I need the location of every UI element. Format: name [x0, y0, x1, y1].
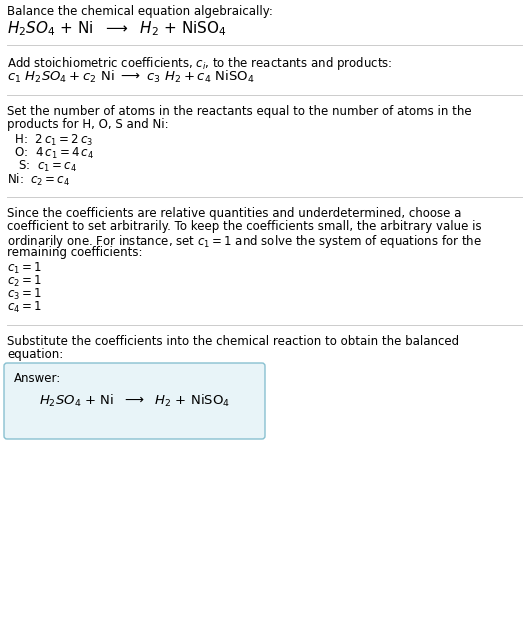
Text: Answer:: Answer:	[14, 372, 61, 385]
Text: $H_2SO_4$ + Ni  $\longrightarrow$  $H_2$ + NiSO$_4$: $H_2SO_4$ + Ni $\longrightarrow$ $H_2$ +…	[7, 19, 227, 38]
Text: remaining coefficients:: remaining coefficients:	[7, 246, 142, 259]
Text: Set the number of atoms in the reactants equal to the number of atoms in the: Set the number of atoms in the reactants…	[7, 105, 472, 118]
Text: $c_2 = 1$: $c_2 = 1$	[7, 274, 42, 289]
Text: O:  $4\,c_1 = 4\,c_4$: O: $4\,c_1 = 4\,c_4$	[11, 146, 94, 161]
Text: ordinarily one. For instance, set $c_1 = 1$ and solve the system of equations fo: ordinarily one. For instance, set $c_1 =…	[7, 233, 482, 250]
Text: Add stoichiometric coefficients, $c_i$, to the reactants and products:: Add stoichiometric coefficients, $c_i$, …	[7, 55, 393, 72]
Text: coefficient to set arbitrarily. To keep the coefficients small, the arbitrary va: coefficient to set arbitrarily. To keep …	[7, 220, 481, 233]
Text: products for H, O, S and Ni:: products for H, O, S and Ni:	[7, 118, 169, 131]
Text: $H_2SO_4$ + Ni  $\longrightarrow$  $H_2$ + NiSO$_4$: $H_2SO_4$ + Ni $\longrightarrow$ $H_2$ +…	[39, 393, 230, 409]
Text: Ni:  $c_2 = c_4$: Ni: $c_2 = c_4$	[7, 172, 70, 188]
Text: Since the coefficients are relative quantities and underdetermined, choose a: Since the coefficients are relative quan…	[7, 207, 461, 220]
Text: Substitute the coefficients into the chemical reaction to obtain the balanced: Substitute the coefficients into the che…	[7, 335, 459, 348]
Text: $c_1\ H_2SO_4 + c_2\ \mathrm{Ni}\ \longrightarrow\ c_3\ H_2 + c_4\ \mathrm{NiSO_: $c_1\ H_2SO_4 + c_2\ \mathrm{Ni}\ \longr…	[7, 69, 254, 85]
Text: $c_4 = 1$: $c_4 = 1$	[7, 300, 42, 315]
Text: S:  $c_1 = c_4$: S: $c_1 = c_4$	[11, 159, 77, 174]
Text: H:  $2\,c_1 = 2\,c_3$: H: $2\,c_1 = 2\,c_3$	[11, 133, 93, 148]
FancyBboxPatch shape	[4, 363, 265, 439]
Text: $c_3 = 1$: $c_3 = 1$	[7, 287, 42, 302]
Text: equation:: equation:	[7, 348, 63, 361]
Text: Balance the chemical equation algebraically:: Balance the chemical equation algebraica…	[7, 5, 273, 18]
Text: $c_1 = 1$: $c_1 = 1$	[7, 261, 42, 276]
